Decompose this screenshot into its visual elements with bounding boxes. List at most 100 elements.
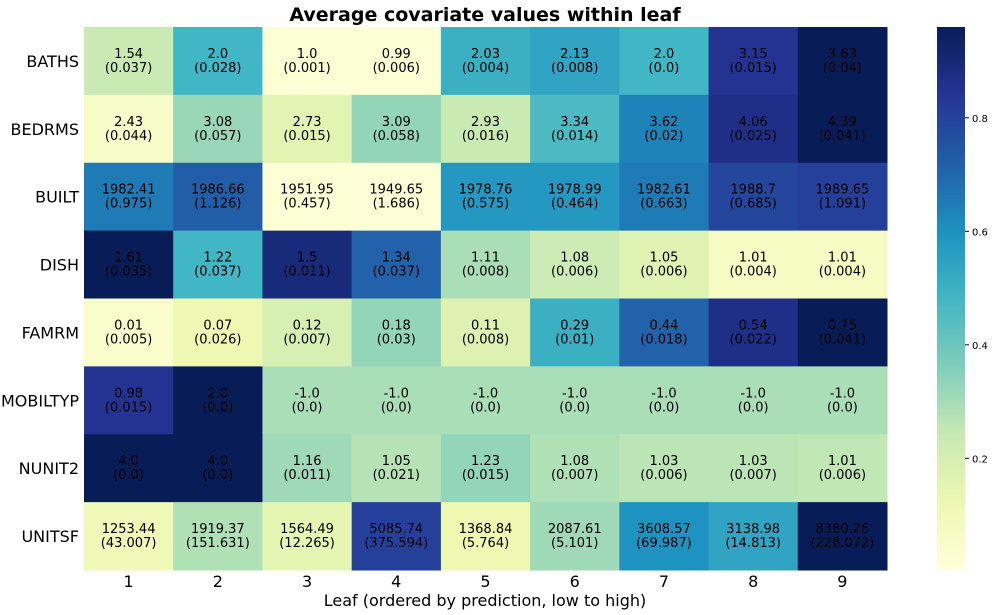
cell-error-label: (12.265) (279, 536, 335, 551)
cell-error-label: (0.037) (194, 265, 241, 280)
cell-value-label: -1.0 (294, 386, 319, 401)
heatmap-cell (351, 230, 442, 299)
cell-value-label: 1.08 (560, 454, 589, 469)
heatmap-cell (173, 502, 263, 571)
heatmap-cell (708, 434, 799, 503)
heatmap-cell (619, 162, 710, 232)
heatmap-cell (708, 94, 799, 164)
heatmap-cells: 1.54(0.037)2.0(0.028)1.0(0.001)0.99(0.00… (84, 27, 888, 571)
cell-value-label: -1.0 (830, 386, 855, 401)
cell-error-label: (0.037) (373, 265, 420, 280)
heatmap-cell (173, 27, 263, 96)
heatmap-cell (797, 434, 888, 503)
cell-value-label: 1989.65 (816, 183, 870, 198)
cell-value-label: 1564.49 (280, 522, 334, 537)
row-label: UNITSF (21, 527, 79, 546)
cell-error-label: (0.0) (827, 400, 858, 415)
cell-value-label: 0.75 (828, 318, 857, 333)
heatmap-cell (797, 366, 888, 435)
cell-error-label: (0.025) (729, 129, 776, 144)
cell-value-label: 0.18 (382, 318, 411, 333)
cell-value-label: 8380.26 (816, 522, 870, 537)
cell-value-label: 1986.66 (191, 183, 245, 198)
heatmap-cell (440, 162, 531, 232)
cell-error-label: (0.006) (640, 468, 687, 483)
cell-error-label: (0.575) (462, 197, 509, 212)
heatmap-cell (84, 162, 174, 232)
heatmap-cell (351, 162, 442, 232)
cell-value-label: 1.05 (382, 454, 411, 469)
cell-value-label: 0.12 (293, 318, 322, 333)
heatmap-cell (797, 502, 888, 571)
cell-error-label: (69.987) (636, 536, 692, 551)
cell-value-label: 2.13 (560, 47, 589, 62)
cell-value-label: -1.0 (740, 386, 765, 401)
heatmap-cell (530, 434, 620, 503)
cell-value-label: 1.34 (382, 251, 411, 266)
heatmap-cell (262, 27, 353, 96)
cell-error-label: (0.041) (819, 332, 866, 347)
heatmap-cell (440, 27, 531, 96)
cell-value-label: 1.23 (471, 454, 500, 469)
cell-error-label: (0.041) (819, 129, 866, 144)
cell-value-label: 2.93 (471, 115, 500, 130)
cell-error-label: (0.007) (283, 332, 330, 347)
row-label: DISH (40, 256, 79, 275)
cell-value-label: 1.16 (293, 454, 322, 469)
cell-error-label: (0.001) (283, 61, 330, 76)
cell-value-label: 2.73 (293, 115, 322, 130)
cell-value-label: 1368.84 (459, 522, 513, 537)
heatmap-cell (619, 94, 710, 164)
cell-error-label: (0.005) (105, 332, 152, 347)
cell-error-label: (0.0) (470, 400, 501, 415)
column-label: 7 (659, 572, 669, 591)
column-label: 6 (570, 572, 580, 591)
cell-error-label: (0.464) (551, 197, 598, 212)
cell-error-label: (0.057) (194, 129, 241, 144)
cell-error-label: (0.004) (462, 61, 509, 76)
cell-error-label: (0.0) (292, 400, 323, 415)
cell-error-label: (0.0) (738, 400, 769, 415)
colorbar-gradient (937, 27, 965, 569)
heatmap-cell (708, 230, 799, 299)
cell-error-label: (0.006) (640, 265, 687, 280)
cell-error-label: (0.975) (105, 197, 152, 212)
heatmap-cell (84, 366, 174, 435)
heatmap-cell (173, 298, 263, 367)
heatmap-cell (173, 94, 263, 164)
cell-value-label: 3.09 (382, 115, 411, 130)
cell-value-label: 3138.98 (726, 522, 780, 537)
heatmap-cell (173, 230, 263, 299)
cell-value-label: 1919.37 (191, 522, 245, 537)
cell-error-label: (0.018) (640, 332, 687, 347)
heatmap-cell (262, 434, 353, 503)
heatmap-cell (351, 366, 442, 435)
cell-value-label: 2.0 (654, 47, 675, 62)
cell-error-label: (0.663) (640, 197, 687, 212)
heatmap-cell (262, 162, 353, 232)
heatmap-cell (619, 298, 710, 367)
cell-value-label: 4.39 (828, 115, 857, 130)
heatmap-cell (619, 230, 710, 299)
heatmap-cell (351, 502, 442, 571)
cell-value-label: 1.0 (297, 47, 318, 62)
row-labels: BATHS BEDRMS BUILT DISH FAMRM MOBILTYP NUNIT2 U… (1, 52, 79, 546)
cell-value-label: 3.08 (203, 115, 232, 130)
cell-error-label: (0.006) (373, 61, 420, 76)
cell-error-label: (0.037) (105, 61, 152, 76)
cell-value-label: 1949.65 (369, 183, 423, 198)
cell-value-label: 1.61 (114, 251, 143, 266)
cell-error-label: (0.015) (729, 61, 776, 76)
column-label: 4 (391, 572, 401, 591)
cell-error-label: (0.0) (649, 61, 680, 76)
cell-value-label: 2087.61 (548, 522, 602, 537)
cell-error-label: (0.015) (105, 400, 152, 415)
heatmap-cell (530, 298, 620, 367)
cell-value-label: 3.34 (560, 115, 589, 130)
heatmap-cell (797, 162, 888, 232)
cell-error-label: (43.007) (101, 536, 157, 551)
cell-value-label: 1.11 (471, 251, 500, 266)
row-label: BATHS (26, 52, 79, 71)
heatmap-cell (619, 502, 710, 571)
